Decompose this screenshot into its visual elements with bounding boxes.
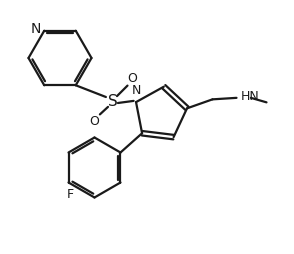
Text: HN: HN [241,90,260,103]
Text: S: S [108,94,117,109]
Text: N: N [131,84,141,97]
Text: N: N [30,22,41,36]
Text: O: O [127,72,137,86]
Text: F: F [66,188,74,201]
Text: O: O [90,115,99,128]
